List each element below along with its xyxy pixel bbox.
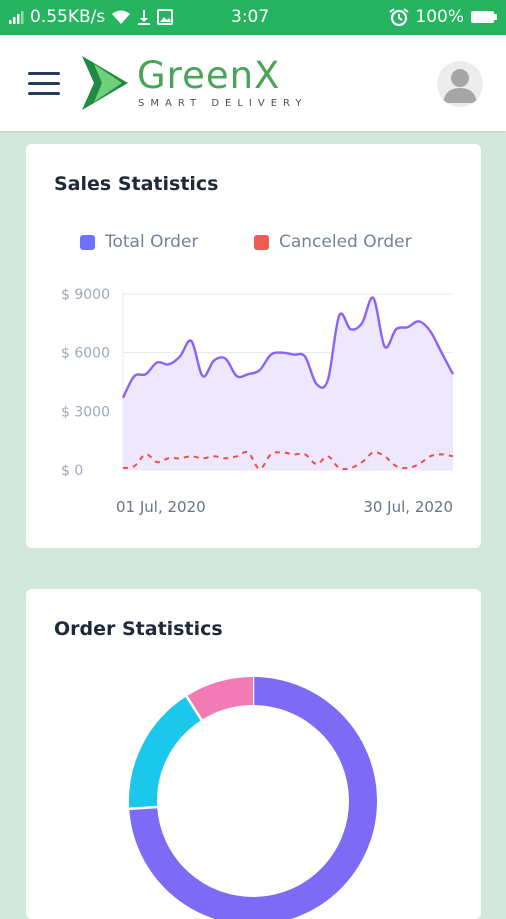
legend-total-order[interactable]: Total Order xyxy=(80,232,198,252)
battery-icon xyxy=(471,11,497,23)
y-tick-label: $ 0 xyxy=(61,463,83,479)
status-right: 100% xyxy=(389,7,498,27)
status-left: 0.55KB/s xyxy=(8,7,174,27)
user-icon xyxy=(443,69,477,103)
clock: 3:07 xyxy=(231,7,270,27)
legend-swatch-canceled xyxy=(254,234,269,250)
x-tick-label-start: 01 Jul, 2020 xyxy=(116,498,206,516)
network-speed: 0.55KB/s xyxy=(30,7,106,27)
series-total-line xyxy=(121,296,455,399)
battery-percent: 100% xyxy=(415,7,464,27)
status-bar: 0.55KB/s 3:07 100% xyxy=(0,0,506,35)
download-icon xyxy=(138,10,151,25)
image-icon xyxy=(157,9,174,25)
wifi-icon xyxy=(112,10,131,24)
menu-icon[interactable] xyxy=(28,70,62,98)
sales-area-chart: $ 9000 $ 6000 $ 3000 $ 0 01 Jul, 2020 30 Jul,… xyxy=(61,287,455,516)
legend-canceled-order[interactable]: Canceled Order xyxy=(254,232,412,252)
legend-label-total: Total Order xyxy=(105,232,199,252)
signal-icon xyxy=(9,11,24,24)
y-tick-label: $ 3000 xyxy=(61,404,110,420)
y-tick-label: $ 9000 xyxy=(61,287,110,303)
legend-label-canceled: Canceled Order xyxy=(279,232,412,252)
app-header: GreenX SMART DELIVERY xyxy=(0,35,506,131)
donut-separator xyxy=(128,805,159,811)
order-donut-chart xyxy=(128,676,377,919)
arrow-logo-icon xyxy=(82,56,128,110)
brand-tagline: SMART DELIVERY xyxy=(138,98,308,109)
brand-logo: GreenX SMART DELIVERY xyxy=(80,54,340,116)
donut-slice xyxy=(186,677,254,721)
sales-statistics-card: Sales Statistics Total Order Canceled Or… xyxy=(26,144,481,548)
legend-swatch-total xyxy=(80,234,95,250)
series-canceled-line xyxy=(122,450,454,471)
x-tick-label-end: 30 Jul, 2020 xyxy=(363,498,453,516)
avatar[interactable] xyxy=(437,61,483,107)
donut-slice xyxy=(129,696,202,809)
sales-card-title: Sales Statistics xyxy=(54,173,219,195)
order-statistics-card: Order Statistics xyxy=(26,589,481,919)
alarm-icon xyxy=(389,8,409,26)
brand-name: GreenX xyxy=(137,54,281,97)
donut-separator xyxy=(184,694,204,722)
series-total-area xyxy=(123,297,453,470)
order-card-title: Order Statistics xyxy=(54,618,223,640)
donut-slice xyxy=(129,677,377,919)
y-tick-label: $ 6000 xyxy=(61,346,110,362)
